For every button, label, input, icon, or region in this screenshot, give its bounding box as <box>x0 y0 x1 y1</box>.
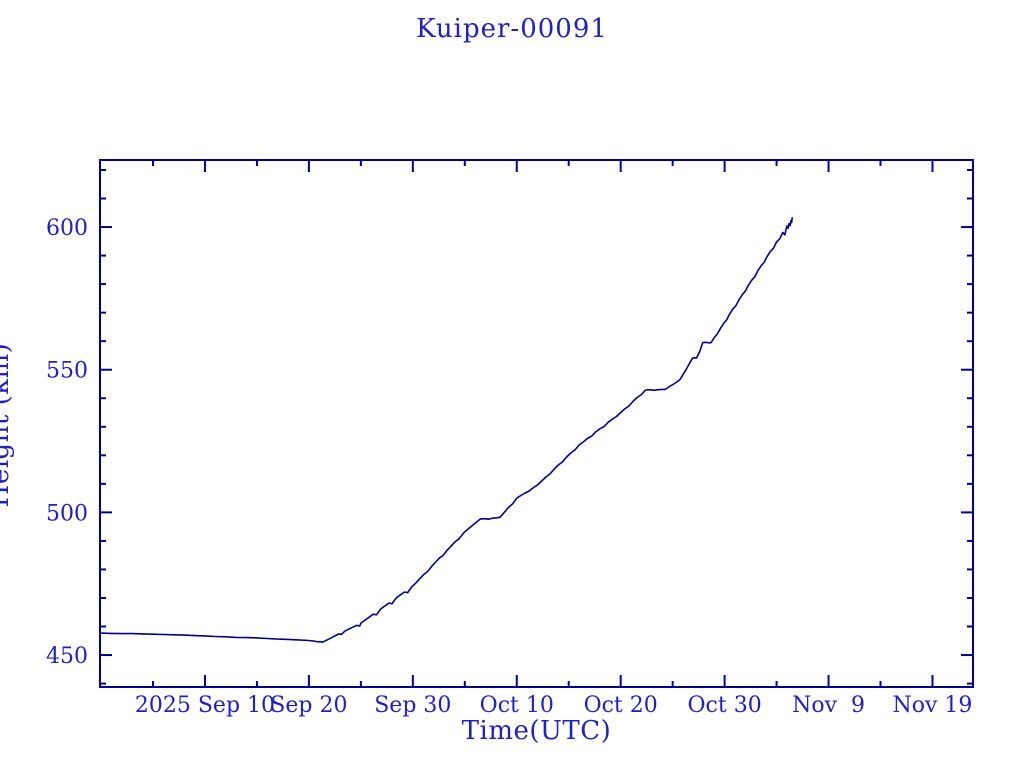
y-tick-label: 600 <box>46 216 88 241</box>
x-tick-label: Nov 19 <box>893 693 973 718</box>
chart-title: Kuiper-00091 <box>416 14 608 44</box>
x-tick-label: 2025 Sep 10 <box>135 693 275 718</box>
x-tick-label: Nov 9 <box>792 693 865 718</box>
x-tick-label: Oct 30 <box>688 693 762 718</box>
y-tick-label: 450 <box>46 644 88 669</box>
height-series-line <box>99 217 794 644</box>
axis-frame <box>99 159 974 688</box>
x-tick-label: Sep 30 <box>374 693 451 718</box>
x-tick-label: Sep 20 <box>270 693 347 718</box>
y-tick-label: 550 <box>46 359 88 384</box>
x-tick-label: Oct 20 <box>584 693 658 718</box>
x-tick-label: Oct 10 <box>480 693 554 718</box>
x-axis-title: Time(UTC) <box>461 716 612 746</box>
y-tick-label: 500 <box>46 501 88 526</box>
